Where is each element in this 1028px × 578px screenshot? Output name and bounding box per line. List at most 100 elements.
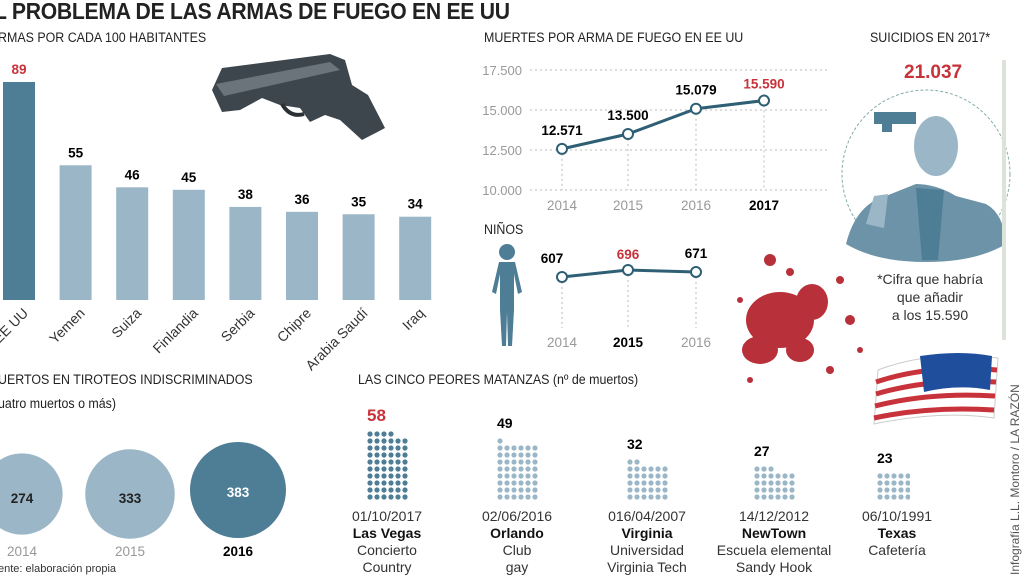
pictogram-dot: [518, 487, 524, 493]
pictogram-dot: [754, 487, 760, 493]
pictogram-dot: [905, 487, 910, 493]
pictogram-value-label: 58: [367, 406, 386, 425]
pictogram-dot: [518, 459, 524, 465]
bar: [286, 211, 318, 300]
pictogram-dot: [789, 480, 795, 486]
pictogram-dot: [367, 466, 373, 472]
pictogram-dot: [662, 473, 668, 479]
pictogram-dot: [627, 487, 633, 493]
pictogram-dot: [655, 473, 661, 479]
x-tick-label: 2014: [547, 335, 578, 350]
divider: [1002, 60, 1006, 340]
pictogram-dot: [761, 480, 767, 486]
pictogram-dot: [532, 473, 538, 479]
pictogram-dot: [662, 487, 668, 493]
y-tick-label: 15.000: [482, 103, 522, 118]
massacre-desc1: Concierto: [357, 542, 417, 558]
pictogram-dot: [497, 438, 503, 444]
massacres-pictogram: 58 49 32 27 23: [367, 406, 910, 500]
bar-value-label: 35: [351, 194, 367, 209]
pictogram-dot: [518, 445, 524, 451]
pictogram-dot: [761, 487, 767, 493]
pictogram-dot: [381, 466, 387, 472]
pictogram-dot: [518, 452, 524, 458]
pictogram-dot: [662, 480, 668, 486]
pictogram-dot: [388, 480, 394, 486]
bar-category-label: EE UU: [0, 305, 31, 347]
pictogram-dot: [518, 473, 524, 479]
bar-value-label: 34: [408, 197, 424, 212]
pictogram-dot: [782, 480, 788, 486]
pictogram-dot: [511, 487, 517, 493]
pictogram-dot: [388, 452, 394, 458]
source-note: ente: elaboración propia: [0, 563, 117, 575]
pictogram-dot: [761, 494, 767, 500]
bubble: [190, 442, 286, 538]
pictogram-dot: [497, 473, 503, 479]
bubble: [0, 453, 63, 535]
pictogram-dot: [381, 473, 387, 479]
pictogram-dot: [395, 494, 401, 500]
pictogram-dot: [402, 480, 408, 486]
pictogram-dot: [525, 452, 531, 458]
massacre-place: Virginia: [621, 525, 673, 541]
pictogram-dot: [518, 480, 524, 486]
pictogram-dot: [662, 494, 668, 500]
data-point: [690, 265, 702, 278]
data-label: 12.571: [541, 123, 583, 138]
massacre-date: 06/10/1991: [861, 508, 933, 524]
pictogram-dot: [525, 494, 531, 500]
pictogram-dot: [891, 494, 897, 500]
massacre-item: 016/04/2007 Virginia Universidad Virginia T…: [607, 508, 687, 576]
bar: [229, 206, 262, 300]
pictogram-dot: [754, 466, 760, 472]
pictogram-dot: [497, 487, 503, 493]
page-title: L PROBLEMA DE LAS ARMAS DE FUEGO EN EE U…: [0, 0, 510, 24]
pictogram-dot: [504, 473, 510, 479]
pictogram-dot: [634, 480, 640, 486]
massacres-title: LAS CINCO PEORES MATANZAS (nº de muertos…: [358, 372, 639, 387]
pictogram-dot: [532, 466, 538, 472]
pictogram-dot: [374, 431, 380, 437]
pictogram-dot: [402, 438, 408, 444]
pictogram-dot: [402, 452, 408, 458]
pictogram-dot: [655, 480, 661, 486]
pictogram-dot: [634, 494, 640, 500]
pictogram-dot: [884, 487, 890, 493]
massacre-date: 016/04/2007: [608, 508, 686, 524]
pictogram-dot: [627, 466, 633, 472]
bubble-value-label: 274: [11, 491, 34, 506]
pictogram-dot: [761, 473, 767, 479]
pictogram-dot: [754, 494, 760, 500]
pictogram-dot: [504, 445, 510, 451]
pictogram-dot: [402, 473, 408, 479]
pictogram-dot: [655, 487, 661, 493]
pictogram-dot: [532, 459, 538, 465]
pictogram-dot: [648, 466, 654, 472]
pictogram-dot: [905, 473, 910, 479]
pictogram-dot: [768, 473, 774, 479]
pictogram-dot: [525, 473, 531, 479]
massacre-desc2: Virginia Tech: [607, 559, 687, 575]
suicides-note-line1: *Cifra que habría: [877, 271, 983, 287]
bar-category-label: Suiza: [108, 305, 144, 341]
pictogram-dot: [525, 480, 531, 486]
pictogram-dot: [898, 473, 904, 479]
y-tick-label: 12.500: [482, 143, 522, 158]
massacre-place: Orlando: [490, 525, 544, 541]
pictogram-dot: [641, 480, 647, 486]
pictogram-dot: [877, 473, 883, 479]
pictogram-dot: [381, 452, 387, 458]
pictogram-dot: [627, 480, 633, 486]
pictogram-dot: [641, 466, 647, 472]
bar-value-label: 89: [11, 62, 26, 77]
line-chart: 17.500 15.000 12.500 10.000 2014 2015 2016 2017…: [482, 63, 830, 213]
bar-category-label: Iraq: [399, 305, 427, 333]
pictogram-dot: [381, 494, 387, 500]
pictogram-dot: [648, 480, 654, 486]
pictogram-dot: [532, 487, 538, 493]
pictogram-dot: [877, 487, 883, 493]
pictogram-dot: [388, 487, 394, 493]
pictogram-dot: [905, 480, 910, 486]
y-tick-label: 10.000: [482, 183, 522, 198]
